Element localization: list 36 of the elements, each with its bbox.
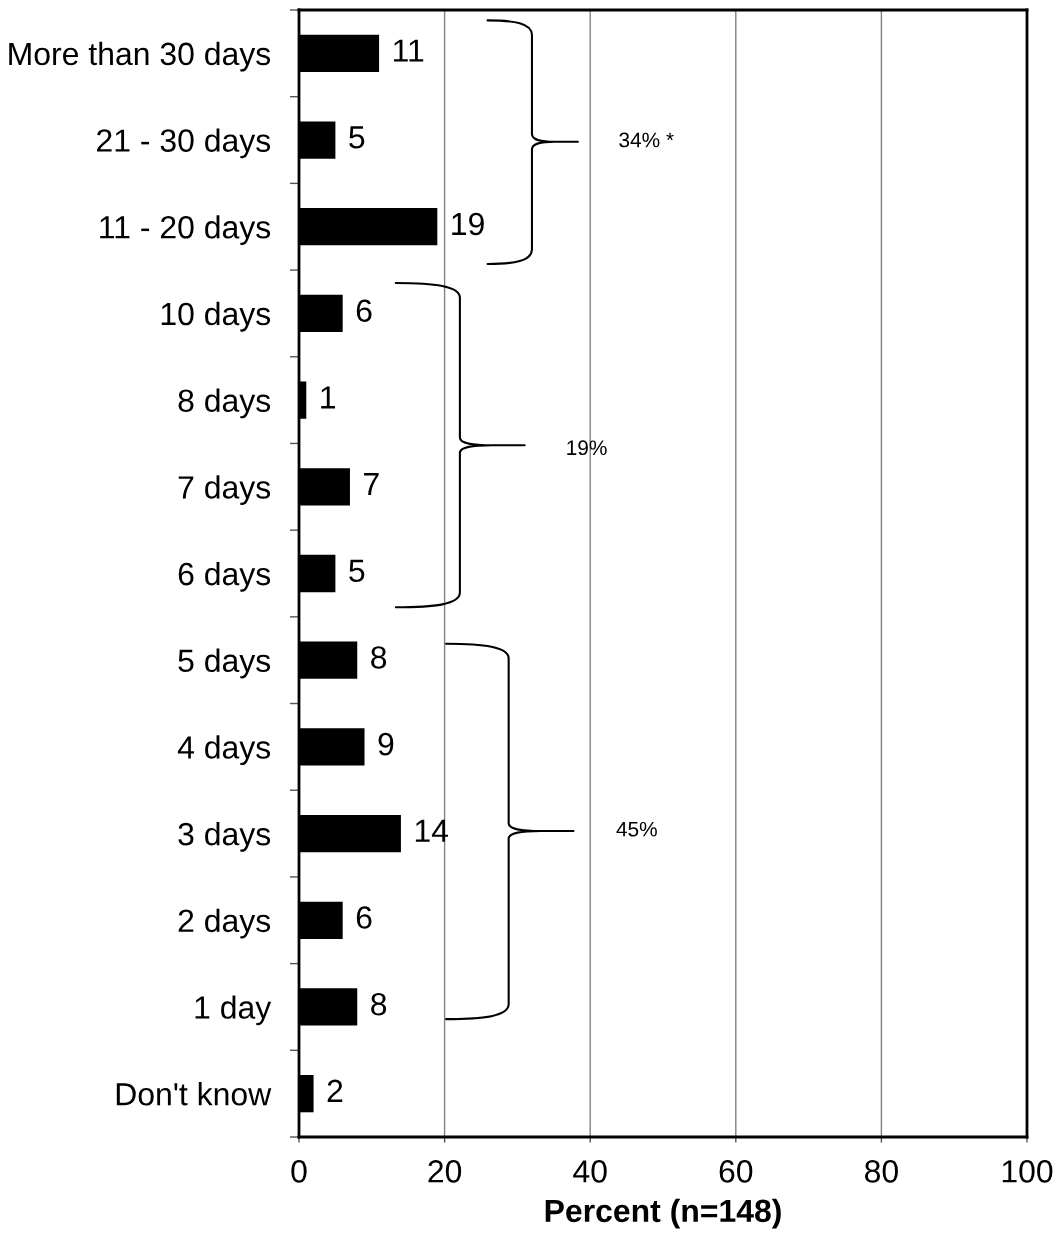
data-label: 6: [356, 906, 372, 929]
x-tick-label: 100: [1002, 1160, 1053, 1183]
data-label: 1: [321, 386, 335, 409]
data-label: 5: [349, 126, 365, 149]
y-tick-label: 11 - 20 days: [100, 215, 271, 245]
y-tick-label: Don't know: [116, 1082, 272, 1106]
data-label: 7: [364, 473, 379, 496]
x-tick-label: 80: [865, 1160, 898, 1183]
x-tick-label: 60: [719, 1160, 753, 1183]
data-label: 6: [356, 299, 372, 322]
y-tick-label: 3 days: [178, 822, 271, 852]
x-tick-label: 40: [573, 1160, 607, 1183]
y-tick-label: More than 30 days: [9, 41, 271, 72]
data-label: 8: [371, 992, 387, 1016]
y-tick-label: 1 day: [195, 995, 272, 1026]
x-axis-title: Percent (n=148): [545, 1198, 781, 1229]
annotation: 34% *: [619, 132, 674, 148]
y-tick-label: 6 days: [178, 561, 271, 592]
data-label: 14: [415, 819, 449, 842]
data-label: 9: [378, 732, 394, 756]
y-tick-label: 21 - 30 days: [97, 128, 271, 159]
y-tick-label: 7 days: [178, 475, 271, 506]
data-label: 8: [371, 646, 387, 669]
data-label: 19: [452, 212, 484, 236]
data-label: 11: [394, 39, 424, 62]
y-tick-label: 2 days: [178, 908, 271, 939]
annotation: 45%: [616, 821, 657, 837]
y-tick-label: 4 days: [177, 735, 271, 766]
x-tick-label: 0: [291, 1160, 307, 1183]
y-tick-label: 5 days: [178, 648, 271, 679]
x-tick-label: 20: [428, 1160, 462, 1183]
data-label: 2: [327, 1079, 343, 1102]
y-tick-label: 10 days: [161, 301, 271, 332]
y-tick-label: 8 days: [178, 388, 271, 419]
annotation: 19%: [567, 440, 607, 456]
data-label: 5: [349, 559, 365, 583]
